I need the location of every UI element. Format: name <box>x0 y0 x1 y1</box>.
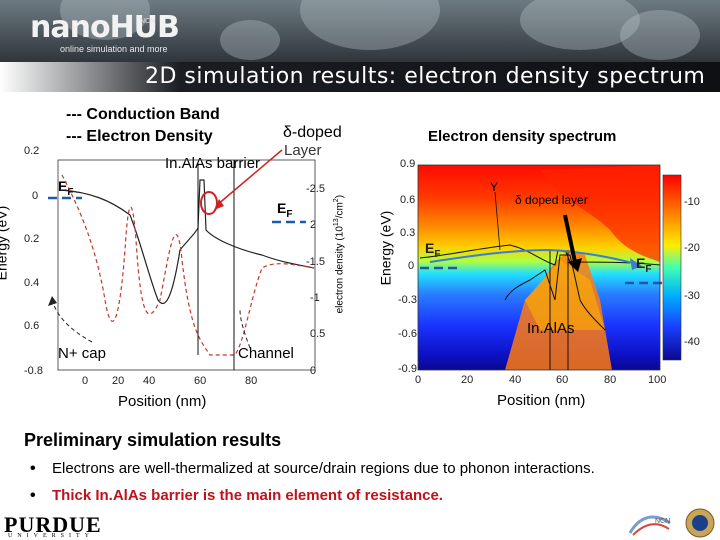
title-bar <box>0 62 720 92</box>
ncn-logo-small: NCN <box>140 18 156 25</box>
delta-doped-arrowhead <box>214 199 224 210</box>
nsf-seal-icon <box>685 508 715 538</box>
left-ytick: 0.2 <box>24 233 40 245</box>
delta-doped-highlight <box>200 191 218 215</box>
fermi-level-label-channel: EF <box>277 200 293 220</box>
purdue-logo: PURDUE <box>4 512 102 537</box>
fermi-level-label-drain: EF <box>636 255 652 275</box>
right-y-axis-label: Energy (eV) <box>377 210 394 286</box>
colorbar-tick: -40 <box>684 336 700 348</box>
purdue-university-text: UNIVERSITY <box>8 533 94 539</box>
left-ytick-right: 0.5 <box>310 328 326 340</box>
left-ytick-right: 2 <box>310 219 317 231</box>
right-plot-frame <box>417 164 661 371</box>
right-xtick: 60 <box>556 374 569 386</box>
delta-doped-layer-label: δ doped layer <box>515 193 588 207</box>
right-ytick: 0.6 <box>400 194 416 206</box>
left-x-axis-label: Position (nm) <box>118 393 207 410</box>
delta-doped-pointer <box>216 149 283 206</box>
legend-conduction-band: --- Conduction Band <box>66 106 220 123</box>
right-x-axis-label: Position (nm) <box>497 392 586 409</box>
right-ytick: -0.6 <box>398 328 417 340</box>
left-ytick-right: -2.5 <box>306 183 325 195</box>
left-xtick: 40 <box>143 375 156 387</box>
right-ytick: -0.3 <box>398 294 417 306</box>
delta-doped-label: δ-doped <box>283 124 342 141</box>
right-xtick: 100 <box>648 374 667 386</box>
delta-layer-arrow <box>563 214 577 263</box>
inalas-barrier-label: In.AlAs barrier <box>165 155 261 172</box>
density-colorbar <box>662 174 682 361</box>
colorbar-tick: -20 <box>684 242 700 254</box>
colorbar-tick: -30 <box>684 290 700 302</box>
electron-density-curve <box>61 174 315 356</box>
right-ytick: 0 <box>408 260 415 272</box>
svg-text:NCN: NCN <box>655 518 670 525</box>
fermi-energy-curve <box>429 248 641 266</box>
result-item-2: Thick In.AlAs barrier is the main elemen… <box>52 487 443 504</box>
bullet-marker: • <box>30 487 36 504</box>
inalas-region-label: In.AlAs <box>527 320 575 337</box>
right-ytick: 0.3 <box>400 227 416 239</box>
right-ytick: -0.9 <box>398 363 417 375</box>
channel-arrow <box>239 309 251 349</box>
left-plot-frame <box>57 159 316 371</box>
left-xtick: 80 <box>245 375 258 387</box>
footer-logos: NCN <box>628 508 715 538</box>
right-xtick: 40 <box>509 374 522 386</box>
left-ytick: 0 <box>32 190 39 202</box>
results-heading: Preliminary simulation results <box>24 430 282 450</box>
colorbar-tick: -10 <box>684 196 700 208</box>
left-ytick: -0.8 <box>24 365 43 377</box>
left-xtick: 0 <box>82 375 89 387</box>
left-xtick: 60 <box>194 375 207 387</box>
n-plus-cap-label: N+ cap <box>58 345 106 362</box>
fermi-level-label-left: EF <box>58 178 74 198</box>
right-xtick: 20 <box>461 374 474 386</box>
left-ytick-right: 0 <box>310 365 317 377</box>
right-plot-title: Electron density spectrum <box>428 128 617 145</box>
right-ytick: 0.9 <box>400 158 416 170</box>
layer-label: Layer <box>284 142 322 159</box>
left-ytick: 0.2 <box>24 145 40 157</box>
header-banner <box>0 0 720 62</box>
left-ytick-right: -1.5 <box>306 256 325 268</box>
conduction-band-curve <box>59 179 315 305</box>
page-title: 2D simulation results: electron density … <box>145 64 706 89</box>
band-profile-curve <box>419 244 661 266</box>
ncn-footer-icon: NCN <box>628 515 671 536</box>
channel-label: Channel <box>238 345 294 362</box>
left-ytick: 0.4 <box>24 277 40 289</box>
right-xtick: 0 <box>415 374 422 386</box>
result-item-1: Electrons are well-thermalized at source… <box>52 460 595 477</box>
nanohub-logo[interactable]: nanoHUB <box>30 10 180 45</box>
bullet-marker: • <box>30 460 36 477</box>
left-xtick: 20 <box>112 375 125 387</box>
left-ytick: 0.6 <box>24 320 40 332</box>
gamma-label: Y <box>490 180 499 194</box>
legend-electron-density: --- Electron Density <box>66 128 213 145</box>
fermi-level-label-source: EF <box>425 240 441 260</box>
logo-tagline: online simulation and more <box>60 44 168 54</box>
right-xtick: 80 <box>604 374 617 386</box>
